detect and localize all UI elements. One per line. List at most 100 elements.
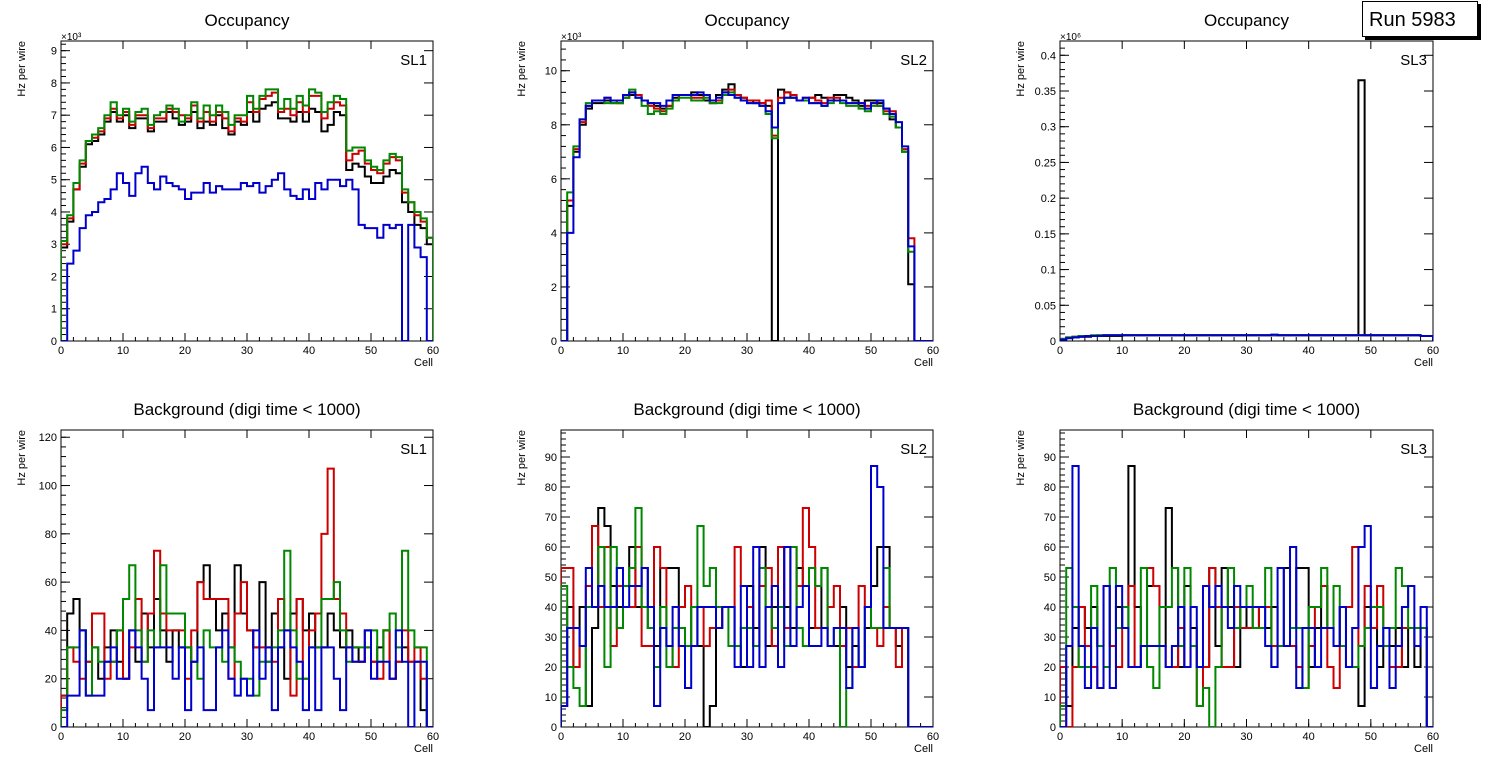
y-tick-label: 0.35 [1035, 86, 1056, 98]
y-tick-label: 100 [39, 481, 57, 493]
x-tick-label: 10 [1116, 731, 1128, 743]
x-axis-label: Cell [914, 357, 933, 369]
x-tick-label: 30 [1240, 345, 1252, 357]
x-tick-label: 30 [741, 731, 753, 743]
x-tick-label: 60 [1427, 731, 1439, 743]
y-tick-label: 60 [45, 577, 57, 589]
y-tick-label: 0.15 [1035, 229, 1056, 241]
y-tick-label: 2 [51, 271, 57, 283]
x-tick-label: 30 [741, 345, 753, 357]
y-tick-label: 0.2 [1041, 193, 1056, 205]
x-tick-label: 0 [558, 345, 564, 357]
y-tick-label: 9 [51, 46, 57, 58]
y-tick-label: 50 [1044, 572, 1056, 584]
x-tick-label: 0 [1057, 731, 1063, 743]
y-tick-label: 6 [551, 174, 557, 186]
x-axis-label: Cell [414, 743, 433, 755]
y-tick-label: 30 [545, 632, 557, 644]
x-tick-label: 50 [865, 731, 877, 743]
chart-panel-4: Background (digi time < 1000) 0 10 20 30 40 50… [16, 400, 439, 755]
x-tick-label: 0 [58, 345, 64, 357]
x-axis-label: Cell [914, 743, 933, 755]
y-tick-label: 20 [545, 662, 557, 674]
y-axis-label: Hz per wire [1015, 41, 1027, 97]
y-tick-label: 90 [545, 452, 557, 464]
y-tick-label: 120 [39, 432, 57, 444]
x-tick-label: 50 [1365, 731, 1377, 743]
y-tick-label: 40 [545, 602, 557, 614]
chart-panel-3: Occupancy 0 10 20 30 40 50 60 0 0.05 0.1 0.15 0.2 0.2… [1015, 11, 1439, 369]
series-blue [1060, 333, 1433, 341]
x-tick-label: 20 [1178, 345, 1190, 357]
series-blue [1060, 465, 1433, 727]
y-axis-label: Hz per wire [516, 41, 528, 97]
x-tick-label: 60 [1427, 345, 1439, 357]
series-blue [561, 465, 933, 727]
panel-label: SL2 [900, 441, 927, 458]
series-blue [61, 165, 433, 341]
y-tick-label: 0 [51, 336, 57, 348]
y-tick-label: 5 [51, 175, 57, 187]
chart-title: Background (digi time < 1000) [133, 400, 360, 419]
panel-label: SL1 [400, 52, 427, 69]
x-tick-label: 50 [365, 345, 377, 357]
series-blue [61, 629, 433, 727]
x-tick-label: 30 [241, 345, 253, 357]
x-tick-label: 40 [803, 731, 815, 743]
x-tick-label: 60 [427, 731, 439, 743]
y-tick-label: 20 [45, 674, 57, 686]
x-tick-label: 20 [1178, 731, 1190, 743]
chart-title: Occupancy [204, 11, 290, 30]
series-red [561, 88, 933, 341]
chart-panel-1: Occupancy 0 10 20 30 40 50 60 0 1 2 3 4 5 6 7 8 9 Cell Hz p… [16, 11, 439, 369]
y-tick-label: 2 [551, 282, 557, 294]
y-tick-label: 0 [551, 722, 557, 734]
chart-panel-5: Background (digi time < 1000) 0 10 20 30 40 50… [516, 400, 939, 755]
y-exponent-label: ×10³ [561, 32, 582, 43]
series-black [561, 83, 933, 341]
x-tick-label: 50 [365, 731, 377, 743]
y-tick-label: 0 [551, 336, 557, 348]
x-axis-label: Cell [414, 357, 433, 369]
y-tick-label: 3 [51, 239, 57, 251]
series-green [61, 88, 433, 341]
plot-frame [1059, 40, 1434, 342]
x-tick-label: 50 [1365, 345, 1377, 357]
y-tick-label: 90 [1044, 452, 1056, 464]
series-green [561, 88, 933, 341]
y-axis-label: Hz per wire [16, 430, 28, 486]
y-tick-label: 60 [1044, 542, 1056, 554]
y-tick-label: 0 [1050, 336, 1056, 348]
y-tick-label: 0 [51, 722, 57, 734]
y-tick-label: 0.05 [1035, 300, 1056, 312]
y-axis-label: Hz per wire [1015, 430, 1027, 486]
y-tick-label: 20 [1044, 662, 1056, 674]
x-tick-label: 10 [117, 731, 129, 743]
x-tick-label: 40 [803, 345, 815, 357]
x-tick-label: 60 [427, 345, 439, 357]
y-tick-label: 0.25 [1035, 157, 1056, 169]
chart-title: Background (digi time < 1000) [1133, 400, 1360, 419]
plot-frame [560, 40, 934, 342]
x-tick-label: 10 [617, 345, 629, 357]
y-tick-label: 70 [545, 512, 557, 524]
series-red [61, 91, 433, 341]
x-tick-label: 10 [117, 345, 129, 357]
y-tick-label: 0 [1050, 722, 1056, 734]
y-tick-label: 70 [1044, 512, 1056, 524]
x-tick-label: 40 [303, 731, 315, 743]
series-blue [561, 91, 933, 341]
y-tick-label: 7 [51, 110, 57, 122]
x-tick-label: 0 [58, 731, 64, 743]
y-tick-label: 8 [51, 78, 57, 90]
run-label: Run 5983 [1362, 1, 1478, 37]
x-tick-label: 30 [1240, 731, 1252, 743]
y-tick-label: 10 [1044, 692, 1056, 704]
y-axis-label: Hz per wire [16, 41, 28, 97]
panel-label: SL2 [900, 52, 927, 69]
y-tick-label: 40 [1044, 602, 1056, 614]
x-tick-label: 0 [558, 731, 564, 743]
x-tick-label: 60 [927, 731, 939, 743]
x-tick-label: 20 [179, 731, 191, 743]
